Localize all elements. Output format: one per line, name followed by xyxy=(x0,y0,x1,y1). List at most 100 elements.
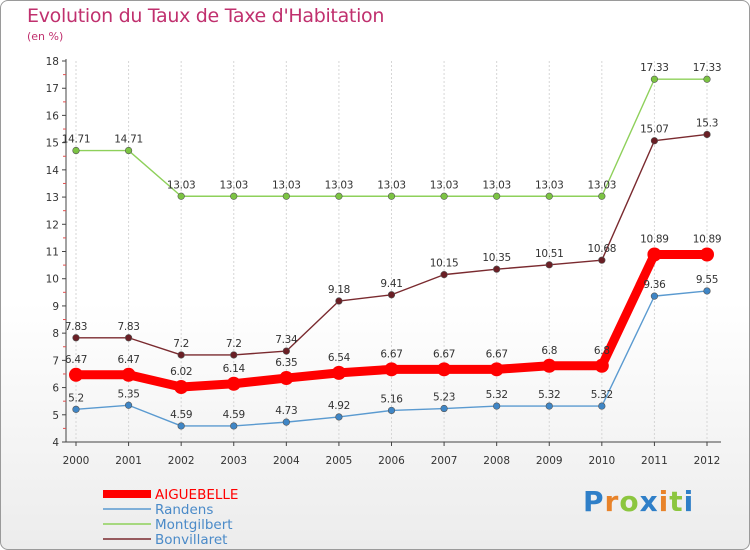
data-point-montgilbert-2005 xyxy=(335,192,343,200)
data-label-randens-2009: 5.32 xyxy=(538,389,560,401)
data-point-randens-2002 xyxy=(177,422,185,430)
logo-letter: i xyxy=(658,485,670,518)
y-tick-label-14: 14 xyxy=(46,165,60,177)
y-tick-label-4: 4 xyxy=(52,437,59,449)
y-tick-label-16: 16 xyxy=(46,110,60,122)
data-label-montgilbert-2002: 13.03 xyxy=(167,179,196,191)
data-point-aiguebelle-2007 xyxy=(437,362,452,377)
data-point-bonvillaret-2006 xyxy=(387,291,396,299)
y-tick-label-5: 5 xyxy=(52,410,59,422)
data-point-aiguebelle-2002 xyxy=(174,380,189,395)
data-label-randens-2002: 4.59 xyxy=(170,409,192,421)
data-point-randens-2009 xyxy=(545,402,553,410)
legend-label-aiguebelle: AIGUEBELLE xyxy=(155,487,238,503)
y-tick-label-17: 17 xyxy=(46,83,59,95)
data-point-bonvillaret-2001 xyxy=(124,334,133,342)
data-point-bonvillaret-2011 xyxy=(650,137,659,145)
logo-letter: i xyxy=(683,485,695,518)
data-label-montgilbert-2009: 13.03 xyxy=(535,179,564,191)
data-label-aiguebelle-2007: 6.67 xyxy=(433,348,455,360)
data-label-randens-2012: 9.55 xyxy=(696,274,718,286)
data-label-randens-2007: 5.23 xyxy=(433,392,455,404)
data-label-montgilbert-2000: 14.71 xyxy=(62,134,91,146)
data-label-randens-2005: 4.92 xyxy=(328,400,350,412)
x-tick-label-2007: 2007 xyxy=(431,455,458,467)
data-label-aiguebelle-2004: 6.35 xyxy=(275,357,297,369)
x-tick-label-2008: 2008 xyxy=(483,455,510,467)
data-label-bonvillaret-2011: 15.07 xyxy=(640,124,669,136)
data-point-bonvillaret-2007 xyxy=(440,271,448,279)
data-label-bonvillaret-2002: 7.2 xyxy=(173,338,189,350)
y-tick-label-11: 11 xyxy=(46,247,59,259)
data-point-bonvillaret-2008 xyxy=(493,265,501,273)
data-point-montgilbert-2006 xyxy=(387,192,396,200)
data-label-montgilbert-2011: 17.33 xyxy=(640,62,669,74)
data-label-randens-2006: 5.16 xyxy=(380,393,403,405)
data-point-montgilbert-2010 xyxy=(598,192,606,200)
y-tick-label-10: 10 xyxy=(46,274,59,286)
data-point-montgilbert-2001 xyxy=(124,146,133,155)
data-point-montgilbert-2012 xyxy=(703,75,711,83)
data-label-montgilbert-2007: 13.03 xyxy=(430,179,459,191)
data-label-aiguebelle-2010: 6.8 xyxy=(594,345,610,357)
data-label-aiguebelle-2002: 6.02 xyxy=(170,366,192,378)
data-point-bonvillaret-2004 xyxy=(282,347,290,355)
data-label-randens-2011: 9.36 xyxy=(643,279,666,291)
logo-letter: P xyxy=(583,485,605,518)
data-label-montgilbert-2006: 13.03 xyxy=(377,179,406,191)
x-tick-label-2011: 2011 xyxy=(641,455,668,467)
data-point-bonvillaret-2009 xyxy=(545,261,553,269)
x-tick-label-2003: 2003 xyxy=(220,455,247,467)
data-point-randens-2003 xyxy=(230,422,238,430)
data-label-bonvillaret-2000: 7.83 xyxy=(65,321,87,333)
y-tick-label-7: 7 xyxy=(52,355,59,367)
data-point-randens-2010 xyxy=(598,402,606,410)
data-point-aiguebelle-2011 xyxy=(647,247,662,262)
data-label-aiguebelle-2001: 6.47 xyxy=(117,354,139,366)
x-tick-label-2001: 2001 xyxy=(115,455,142,467)
data-label-bonvillaret-2007: 10.15 xyxy=(430,258,459,270)
data-label-montgilbert-2010: 13.03 xyxy=(588,179,617,191)
data-point-randens-2007 xyxy=(440,404,448,413)
data-label-randens-2010: 5.32 xyxy=(591,389,613,401)
data-point-aiguebelle-2009 xyxy=(542,358,557,373)
data-label-montgilbert-2004: 13.03 xyxy=(272,179,301,191)
data-label-montgilbert-2003: 13.03 xyxy=(219,179,248,191)
data-label-montgilbert-2012: 17.33 xyxy=(693,62,722,74)
data-point-randens-2000 xyxy=(72,405,80,413)
data-label-randens-2004: 4.73 xyxy=(275,405,297,417)
data-label-bonvillaret-2003: 7.2 xyxy=(226,338,242,350)
data-label-bonvillaret-2005: 9.18 xyxy=(328,284,350,296)
data-label-aiguebelle-2011: 10.89 xyxy=(640,233,669,245)
chart-axes: 4 5 6 7 8 9 10 11 12 13 14 15 16 17 18 2000 2001 2002 2003… xyxy=(46,56,721,467)
data-point-aiguebelle-2000 xyxy=(69,367,83,382)
y-tick-label-12: 12 xyxy=(46,219,59,231)
data-point-aiguebelle-2008 xyxy=(489,362,504,377)
data-label-aiguebelle-2005: 6.54 xyxy=(328,352,351,364)
data-point-randens-2006 xyxy=(387,406,396,415)
logo-letter: x xyxy=(639,485,659,518)
logo-letter: t xyxy=(669,485,684,518)
x-tick-label-2000: 2000 xyxy=(63,455,90,467)
x-tick-label-2005: 2005 xyxy=(326,455,353,467)
data-point-bonvillaret-2000 xyxy=(72,334,80,342)
data-label-randens-2000: 5.2 xyxy=(68,392,84,404)
data-point-randens-2001 xyxy=(124,401,133,409)
data-point-aiguebelle-2005 xyxy=(331,365,346,380)
data-label-aiguebelle-2003: 6.14 xyxy=(223,363,246,375)
x-tick-label-2004: 2004 xyxy=(273,455,300,467)
x-tick-label-2009: 2009 xyxy=(536,455,563,467)
data-point-aiguebelle-2010 xyxy=(594,358,609,373)
data-label-aiguebelle-2012: 10.89 xyxy=(693,233,722,245)
x-tick-label-2006: 2006 xyxy=(378,455,405,467)
legend-label-bonvillaret: Bonvillaret xyxy=(155,532,227,548)
data-point-aiguebelle-2001 xyxy=(121,367,136,382)
data-label-randens-2003: 4.59 xyxy=(223,409,245,421)
chart-data-labels: 14.71 14.71 13.03 13.03 13.03 13.03 13.03 13.03… xyxy=(62,62,722,421)
data-point-bonvillaret-2002 xyxy=(177,351,185,359)
data-point-montgilbert-2011 xyxy=(650,75,659,83)
data-point-aiguebelle-2003 xyxy=(226,376,241,391)
y-tick-label-18: 18 xyxy=(46,56,59,68)
